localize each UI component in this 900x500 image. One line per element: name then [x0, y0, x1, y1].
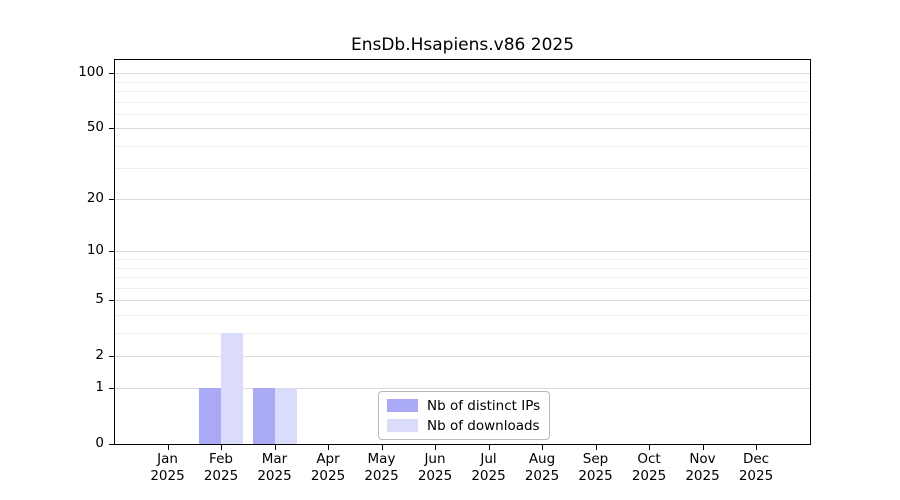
y-tick-label: 20	[86, 190, 104, 207]
minor-gridline	[115, 81, 810, 83]
major-gridline	[115, 73, 810, 75]
plot-area: Nb of distinct IPs Nb of downloads	[114, 59, 811, 445]
legend-swatch-distinct-ips	[387, 399, 418, 412]
legend-item-downloads: Nb of downloads	[387, 417, 540, 434]
minor-gridline	[115, 267, 810, 269]
x-tick-label: Sep 2025	[578, 451, 613, 484]
minor-gridline	[115, 101, 810, 103]
x-tick-mark	[703, 445, 704, 450]
bar-distinct-ips	[252, 388, 275, 444]
x-tick-mark	[542, 445, 543, 450]
x-tick-mark	[596, 445, 597, 450]
x-tick-mark	[489, 445, 490, 450]
major-gridline	[115, 355, 810, 357]
major-gridline	[115, 388, 810, 390]
x-tick-mark	[275, 445, 276, 450]
legend: Nb of distinct IPs Nb of downloads	[378, 391, 551, 440]
x-tick-label: Jan 2025	[150, 451, 185, 484]
y-tick-label: 100	[78, 64, 104, 81]
y-tick-label: 10	[86, 242, 104, 259]
y-tick-mark	[109, 128, 114, 129]
bar-downloads	[221, 332, 243, 444]
x-tick-label: Dec 2025	[738, 451, 774, 484]
minor-gridline	[115, 287, 810, 289]
x-tick-mark	[382, 445, 383, 450]
y-tick-label: 5	[95, 291, 104, 307]
x-tick-label: Mar 2025	[257, 451, 292, 484]
legend-swatch-downloads	[387, 419, 418, 432]
bar-downloads	[274, 388, 297, 444]
major-gridline	[115, 128, 810, 130]
minor-gridline	[115, 332, 810, 334]
x-tick-label: Jun 2025	[417, 451, 453, 484]
y-tick-mark	[109, 444, 114, 445]
legend-item-distinct-ips: Nb of distinct IPs	[387, 397, 540, 414]
x-tick-label: Nov 2025	[685, 451, 720, 484]
x-tick-label: Oct 2025	[631, 451, 667, 484]
y-tick-mark	[109, 199, 114, 200]
minor-gridline	[115, 90, 810, 92]
y-tick-label: 50	[86, 119, 104, 136]
minor-gridline	[115, 113, 810, 115]
x-tick-mark	[435, 445, 436, 450]
chart-title: EnsDb.Hsapiens.v86 2025	[350, 35, 575, 55]
y-tick-mark	[109, 388, 114, 389]
x-tick-mark	[328, 445, 329, 450]
minor-gridline	[115, 145, 810, 147]
x-tick-label: Jul 2025	[471, 451, 506, 484]
x-tick-label: Feb 2025	[203, 451, 239, 484]
x-tick-label: Apr 2025	[310, 451, 346, 484]
minor-gridline	[115, 314, 810, 316]
minor-gridline	[115, 259, 810, 260]
y-tick-mark	[109, 251, 114, 252]
bar-distinct-ips	[199, 388, 221, 444]
major-gridline	[115, 300, 810, 301]
major-gridline	[115, 251, 810, 253]
y-tick-label: 2	[95, 346, 104, 363]
x-tick-mark	[168, 445, 169, 450]
y-tick-mark	[109, 356, 114, 357]
x-tick-mark	[221, 445, 222, 450]
y-tick-label: 0	[95, 435, 104, 451]
x-tick-label: May 2025	[364, 451, 399, 484]
y-tick-label: 1	[95, 379, 104, 396]
legend-label-downloads: Nb of downloads	[427, 417, 540, 434]
minor-gridline	[115, 276, 810, 278]
legend-label-distinct-ips: Nb of distinct IPs	[427, 397, 541, 414]
x-tick-label: Aug 2025	[524, 451, 560, 484]
major-gridline	[115, 199, 810, 201]
y-tick-mark	[109, 300, 114, 301]
x-tick-mark	[649, 445, 650, 450]
minor-gridline	[115, 168, 810, 170]
x-tick-mark	[756, 445, 757, 450]
y-tick-mark	[109, 73, 114, 74]
